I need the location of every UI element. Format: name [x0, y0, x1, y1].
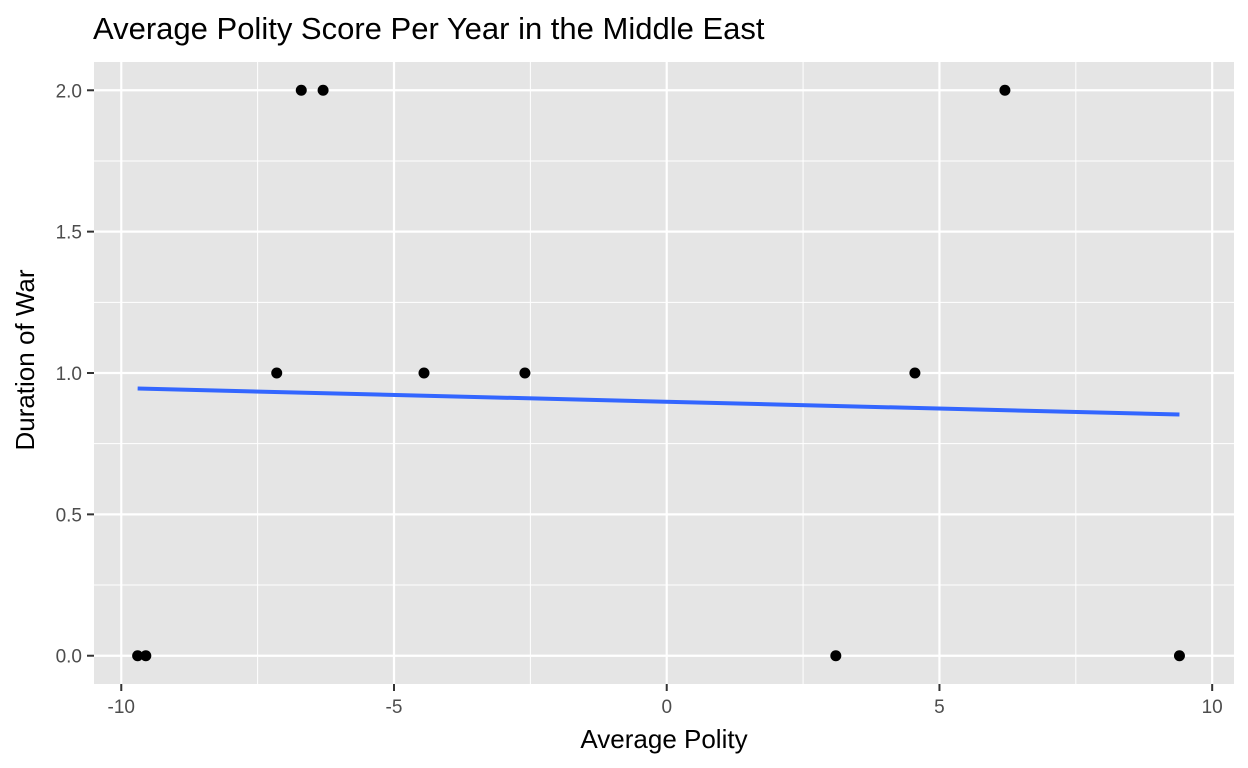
major-gridlines [94, 62, 1234, 684]
chart-title: Average Polity Score Per Year in the Mid… [93, 11, 765, 46]
y-tick-label: 1.5 [56, 223, 82, 244]
data-point [909, 367, 921, 379]
x-axis-title: Average Polity [580, 724, 747, 754]
x-axis: -10 -5 0 5 10 [108, 684, 1223, 718]
x-tick-label: -5 [386, 697, 403, 718]
data-points [132, 84, 1185, 662]
data-point [418, 367, 430, 379]
data-point [295, 84, 307, 96]
x-tick-label: 5 [934, 697, 945, 718]
data-point [519, 367, 531, 379]
data-point [132, 650, 144, 662]
y-axis: 0.0 0.5 1.0 1.5 2.0 [56, 81, 94, 668]
data-point [830, 650, 842, 662]
y-tick-label: 2.0 [56, 81, 82, 102]
x-tick-label: -10 [108, 697, 135, 718]
y-tick-label: 0.0 [56, 647, 82, 668]
y-axis-title: Duration of War [10, 269, 40, 450]
data-point [140, 650, 152, 662]
data-point [1173, 650, 1185, 662]
data-point [317, 84, 329, 96]
x-tick-label: 10 [1202, 697, 1223, 718]
data-point [999, 84, 1011, 96]
trend-line [137, 386, 1180, 417]
y-tick-label: 0.5 [56, 505, 82, 526]
y-tick-label: 1.0 [56, 364, 82, 385]
data-point [271, 367, 283, 379]
trend-line-layer [137, 386, 1180, 417]
x-tick-label: 0 [661, 697, 672, 718]
